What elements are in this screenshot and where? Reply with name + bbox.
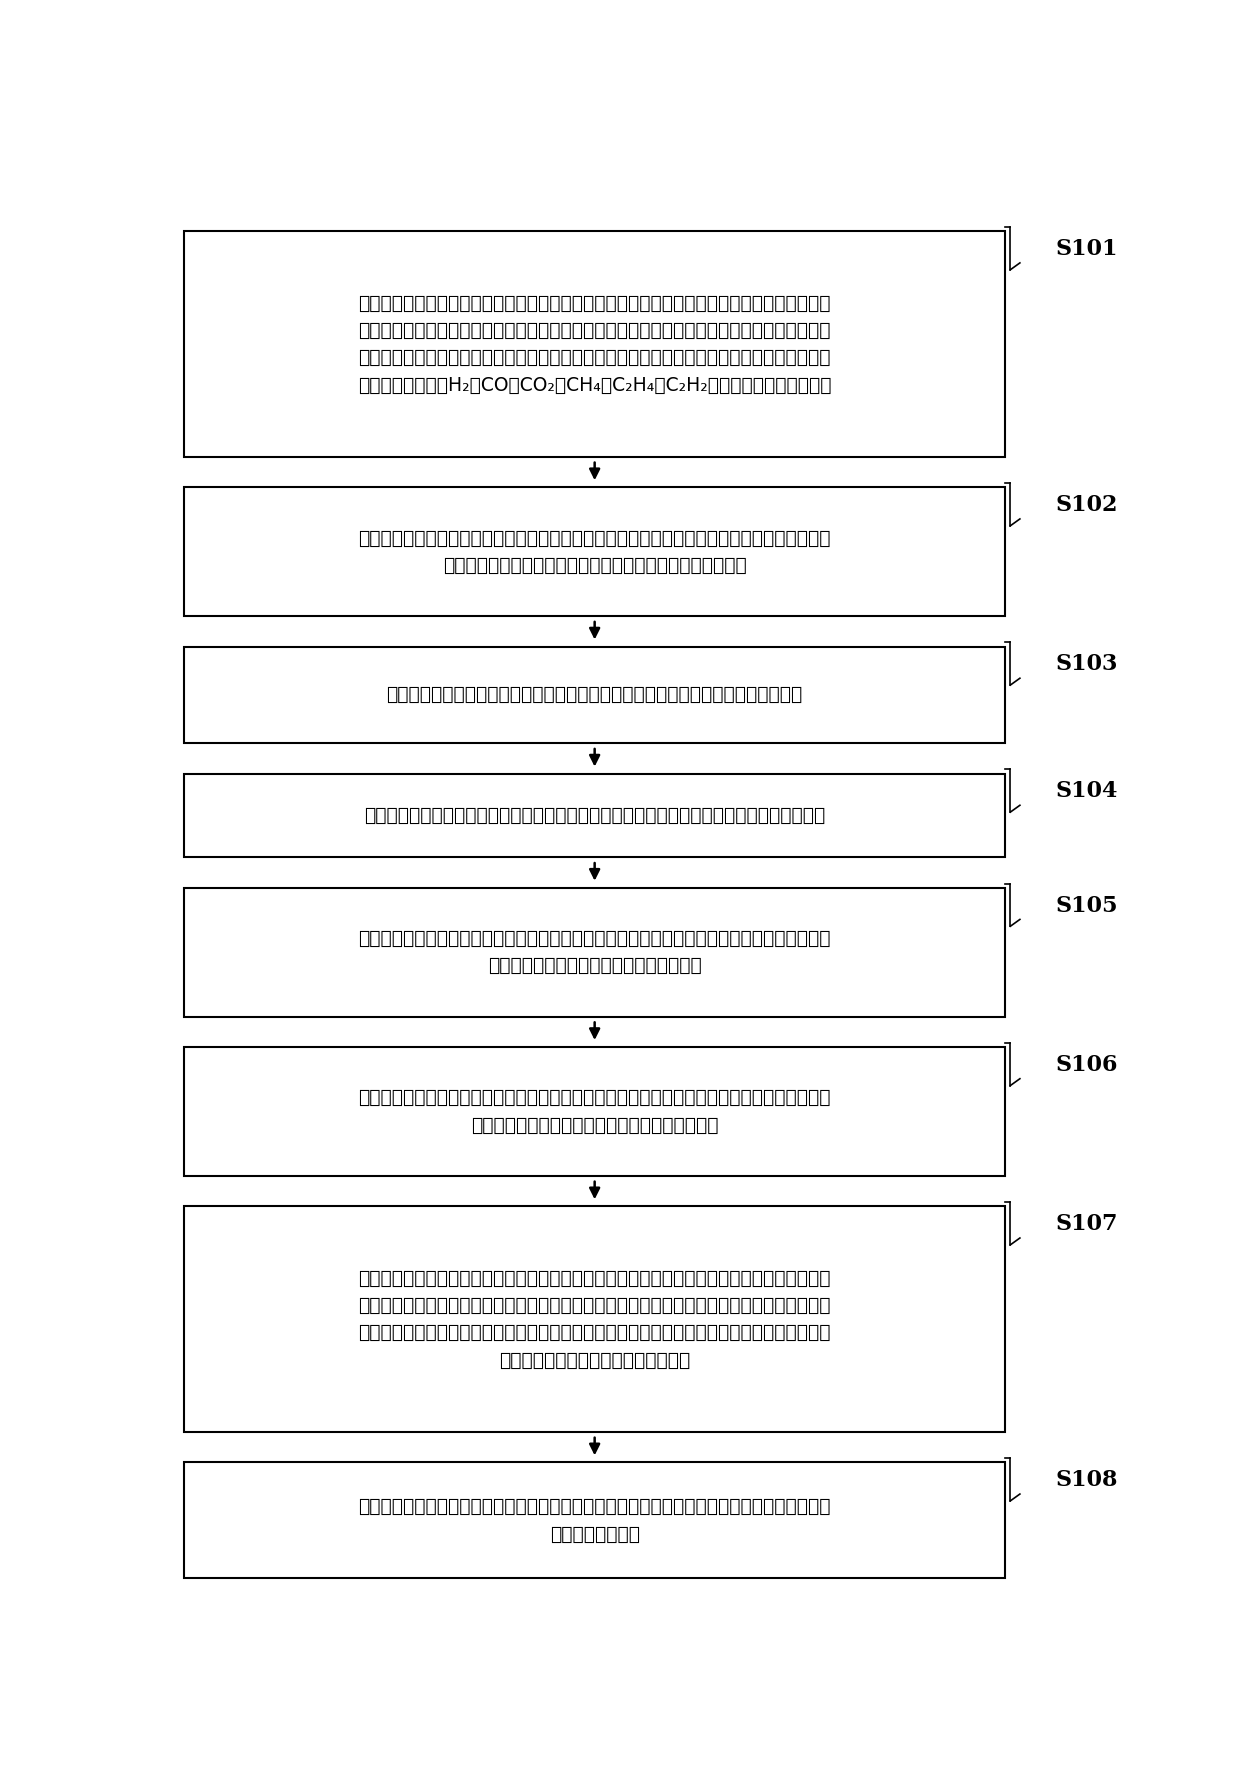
Text: S108: S108 xyxy=(1056,1469,1118,1492)
Text: S105: S105 xyxy=(1056,894,1118,916)
Text: S101: S101 xyxy=(1056,238,1118,259)
Text: S107: S107 xyxy=(1056,1213,1118,1234)
Text: 通过显示模块利用显示器显示检测到的电压数据、温度数据、故障分析报告、故障辨识结果及预
警信息的实时数据: 通过显示模块利用显示器显示检测到的电压数据、温度数据、故障分析报告、故障辨识结果… xyxy=(358,1497,831,1544)
Text: S104: S104 xyxy=(1056,780,1118,803)
Bar xyxy=(184,1462,1006,1578)
Text: 通过数据分析模块利用分析程序根据检测到的电力变压器运行的电压数据和温度数据对电力变压
器故障信息进行分析，并生成故障分析报告: 通过数据分析模块利用分析程序根据检测到的电力变压器运行的电压数据和温度数据对电力… xyxy=(358,928,831,975)
Text: 根据检测的数据，主控模块利用控制器控制所述电力变压器故障诊断装置的正常运行，结合智能
控制算法，如专家系统、遗传算法等和运行状态数据库的支持: 根据检测的数据，主控模块利用控制器控制所述电力变压器故障诊断装置的正常运行，结合… xyxy=(358,528,831,574)
Bar xyxy=(184,773,1006,857)
Text: S106: S106 xyxy=(1056,1054,1118,1075)
Bar xyxy=(184,887,1006,1016)
Text: 通过电压检测模块利用电压表检测电力变压器的运行电压数据；通过温度检测模块利用温度传感
器检测电力变压器的工作温度数据；故障检测模块通过故障检测各种器件对电力变压: 通过电压检测模块利用电压表检测电力变压器的运行电压数据；通过温度检测模块利用温度… xyxy=(358,293,831,394)
Text: 通过信号处理模块利用信号处理装置对检测到的电力变压器的故障信号进行增强处理: 通过信号处理模块利用信号处理装置对检测到的电力变压器的故障信号进行增强处理 xyxy=(387,685,802,705)
Bar xyxy=(184,487,1006,615)
Text: 通过故障辨识模块利用通过辨识程序根据故障分析报告对电力变压器故障进行辨识，生成故障辨
识结果；并对即将可能发生的故障进行提前的预测: 通过故障辨识模块利用通过辨识程序根据故障分析报告对电力变压器故障进行辨识，生成故… xyxy=(358,1088,831,1134)
Bar xyxy=(184,1206,1006,1431)
Text: S103: S103 xyxy=(1056,653,1118,676)
Bar xyxy=(184,646,1006,742)
Bar xyxy=(184,1047,1006,1175)
Text: 通过数据传输模块利用数据传输装置利用光纤将处理后的故障信号上传至控制器进行故障分析: 通过数据传输模块利用数据传输装置利用光纤将处理后的故障信号上传至控制器进行故障分… xyxy=(365,807,826,825)
Text: 通过故障预警模块利用声光预警装置根据故障信息进行预警通知，对即将可能发生的故障进行提
前的预测与报警，发出报警信号，提示检修人员进行定向的检修与维护，避免变压器: 通过故障预警模块利用声光预警装置根据故障信息进行预警通知，对即将可能发生的故障进… xyxy=(358,1268,831,1370)
Text: S102: S102 xyxy=(1056,494,1118,517)
Bar xyxy=(184,231,1006,456)
